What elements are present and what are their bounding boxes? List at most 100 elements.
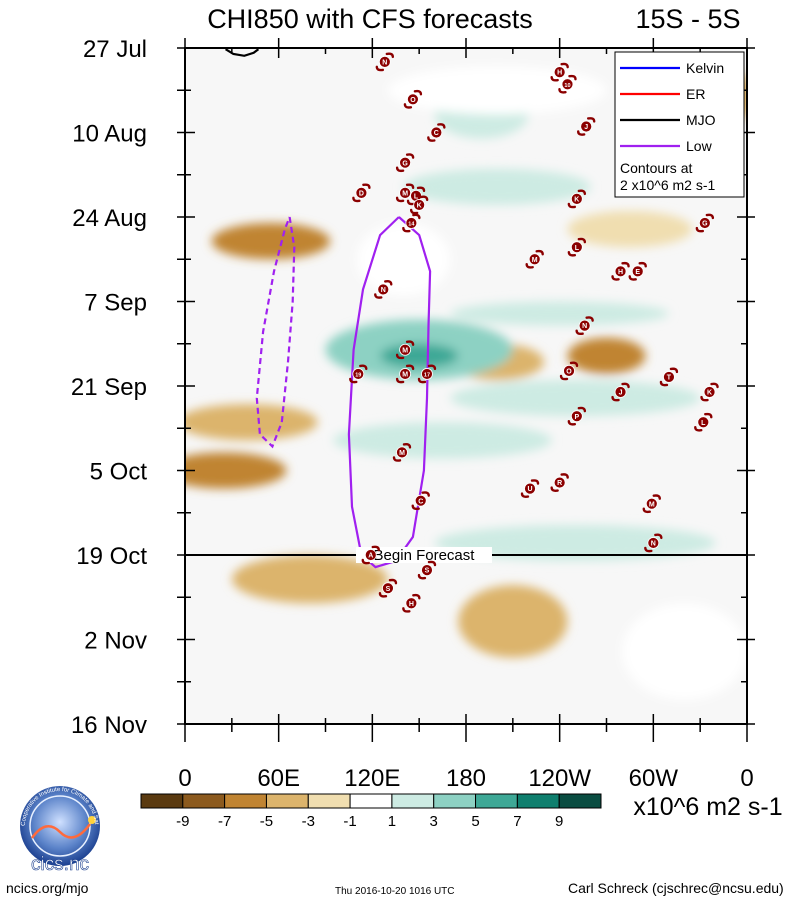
cyclone-icon <box>382 582 394 595</box>
logo-sun-icon <box>88 816 96 824</box>
tc-marker-label: N <box>381 287 386 294</box>
cyclone-arm-icon <box>419 195 429 202</box>
cyclone-arm-icon <box>384 280 393 286</box>
tc-marker-label: N <box>651 541 656 548</box>
tc-marker: 17 <box>417 364 437 384</box>
cyclone-arm-icon <box>535 249 544 256</box>
cyclone-arm-icon <box>638 261 647 268</box>
tc-marker-label: 10 <box>564 83 570 89</box>
tc-marker: S <box>417 560 437 580</box>
cyclone-icon <box>578 319 591 332</box>
cyclone-arm-icon <box>405 153 415 159</box>
cyclone-arm-icon <box>628 275 637 281</box>
x-tick-label: 60W <box>629 765 679 792</box>
contour-low-dashed <box>255 216 296 449</box>
anomaly-blob <box>403 168 591 205</box>
anomaly-blob <box>380 343 459 368</box>
tc-marker: J <box>577 117 596 136</box>
colorbar-label: -5 <box>260 813 273 830</box>
tc-marker: T <box>659 367 679 387</box>
logo-name: cics.nc <box>31 854 89 874</box>
cyclone-arm-icon <box>520 492 530 498</box>
colorbar-swatch <box>224 793 267 809</box>
cyclone-icon <box>645 497 658 510</box>
y-tick-label: 19 Oct <box>76 543 147 570</box>
cyclone-arm-icon <box>405 183 415 190</box>
cyclone-arm-icon <box>437 123 446 129</box>
cyclone-icon <box>352 368 365 380</box>
cyclone-arm-icon <box>349 377 358 384</box>
tc-marker: R <box>550 473 569 492</box>
hovmoller-chart: CHI850 with CFS forecasts 15S - 5S Begin… <box>71 4 783 830</box>
tc-marker: D <box>352 183 371 203</box>
colorbar-swatch <box>516 793 560 809</box>
cyclone-arm-icon <box>374 293 383 299</box>
cyclone-icon <box>524 482 536 495</box>
y-tick-label: 27 Jul <box>83 36 147 63</box>
tc-marker-label: H <box>409 601 414 608</box>
cyclone-icon <box>399 368 412 380</box>
tc-marker: M <box>395 364 415 384</box>
y-tick-label: 24 Aug <box>72 205 147 232</box>
contour-layer <box>225 48 432 569</box>
cyclone-arm-icon <box>417 377 427 384</box>
tc-marker: 10 <box>558 74 577 94</box>
colorbar-label: -3 <box>302 813 315 830</box>
colorbar-swatch <box>307 793 351 809</box>
anomaly-blob <box>333 422 552 459</box>
tc-marker-label: K <box>417 203 422 210</box>
legend-label-low: Low <box>686 138 713 154</box>
cyclone-arm-icon <box>558 88 567 94</box>
tc-marker-label: T <box>667 375 672 382</box>
cyclone-arm-icon <box>577 406 587 413</box>
tc-marker-label: J <box>584 124 588 131</box>
cyclone-arm-icon <box>409 208 419 215</box>
cyclone-icon <box>378 55 391 68</box>
cyclone-arm-icon <box>694 426 703 432</box>
cyclone-icon <box>698 217 711 229</box>
cyclone-arm-icon <box>416 186 426 193</box>
cyclone-icon <box>570 410 583 423</box>
tc-marker: M <box>395 340 415 360</box>
cyclone-arm-icon <box>559 374 569 381</box>
x-tick-label: 60E <box>257 765 300 792</box>
contour-low-solid <box>347 216 432 569</box>
cyclone-arm-icon <box>413 89 423 96</box>
cyclone-arm-icon <box>402 443 412 449</box>
tc-marker-label: M <box>402 347 408 354</box>
tc-marker: U <box>520 479 540 498</box>
cyclone-icon <box>405 217 418 229</box>
footer-url[interactable]: ncics.org/mjo <box>6 880 89 896</box>
chart-title: CHI850 with CFS forecasts <box>207 4 533 34</box>
cyclone-icon <box>377 283 390 296</box>
cyclone-icon <box>414 494 427 507</box>
cyclone-arm-icon <box>402 226 411 233</box>
cics-logo: Cooperative Institute for Climate and Sa… <box>10 780 100 874</box>
cyclone-icon <box>570 192 583 205</box>
tc-marker-label: M <box>399 450 405 457</box>
tc-marker: M <box>525 249 544 269</box>
cyclone-arm-icon <box>406 199 416 206</box>
anomaly-blob <box>567 210 693 248</box>
anomaly-blob <box>458 585 568 658</box>
cyclone-arm-icon <box>395 377 405 384</box>
cyclone-icon <box>413 199 426 211</box>
tc-marker-label: G <box>402 160 408 167</box>
cyclone-icon <box>405 597 418 610</box>
tc-marker-label: N <box>582 323 587 330</box>
tc-marker-label: E <box>635 269 640 276</box>
anomaly-blob <box>434 524 716 562</box>
y-tick-label: 2 Nov <box>84 628 147 655</box>
cyclone-arm-icon <box>378 591 388 598</box>
cyclone-arm-icon <box>359 364 368 371</box>
tc-marker-label: P <box>575 414 580 421</box>
cyclone-icon <box>364 549 377 561</box>
cyclone-arm-icon <box>567 250 577 257</box>
cyclone-arm-icon <box>411 504 420 511</box>
cyclone-icon <box>663 371 675 383</box>
colorbar-units: x10^6 m2 s-1 <box>633 793 782 821</box>
colorbar-label: -1 <box>343 813 356 830</box>
legend: Kelvin ER MJO Low Contours at 2 x10^6 m2 s-… <box>614 51 745 198</box>
tc-marker-label: C <box>434 130 439 137</box>
